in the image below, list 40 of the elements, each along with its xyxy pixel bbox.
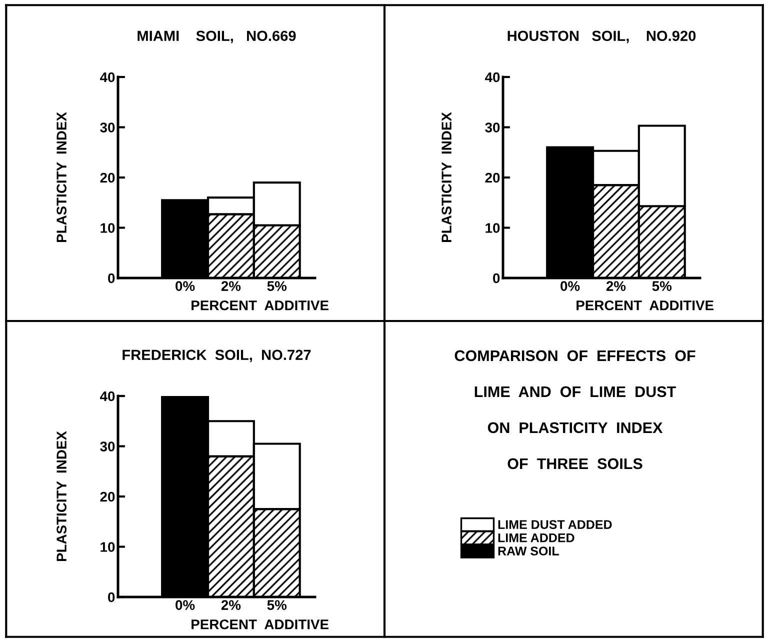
chart-title: HOUSTON SOIL, NO.920 [508,30,696,44]
x-tick-label: 0% [176,600,195,610]
x-axis-title: PERCENT ADDITIVE [192,300,328,310]
x-axis-title: PERCENT ADDITIVE [576,300,714,310]
y-tick-label: 20 [100,492,115,502]
y-tick-label: 40 [100,391,115,402]
y-tick-label: 20 [100,172,115,183]
y-tick-label: 30 [485,122,500,132]
y-tick-label: 10 [100,542,115,552]
x-tick-label: 0% [176,281,195,291]
chart-title: MIAMI SOIL, NO.669 [138,30,296,44]
y-tick-label: 0 [493,273,500,284]
chart-title: FREDERICK SOIL, NO.727 [122,350,311,362]
y-tick-label: 40 [100,72,115,82]
x-tick-label: 2% [221,281,241,291]
x-tick-label: 2% [606,281,626,291]
text: LIME AND OF LIME DUST [474,386,676,398]
text: OF THREE SOILS [508,458,642,470]
text: COMPARISON OF EFFECTS OF [454,350,696,362]
y-tick-label: 10 [100,223,115,233]
y-axis-title: PLASTICITY INDEX [442,112,452,242]
y-tick-label: 10 [486,223,500,233]
y-tick-label: 30 [100,122,115,132]
legend-label: LIME DUST ADDED [498,520,612,529]
text: ON PLASTICITY INDEX [488,422,663,434]
y-tick-label: 30 [100,442,115,452]
x-axis-title: PERCENT ADDITIVE [192,619,328,630]
y-tick-label: 0 [108,592,115,602]
legend-label: RAW SOIL [498,546,559,556]
legend-label: LIME ADDED [498,533,574,542]
x-tick-label: 5% [267,600,287,610]
y-tick-label: 20 [485,172,500,183]
y-tick-label: 40 [484,72,500,82]
y-tick-label: 0 [108,273,115,284]
x-tick-label: 2% [221,600,241,610]
x-tick-label: 0% [560,281,580,291]
x-tick-label: 5% [652,281,672,291]
y-axis-title: PLASTICITY INDEX [56,431,66,562]
y-axis-title: PLASTICITY INDEX [56,112,66,242]
x-tick-label: 5% [267,281,287,291]
